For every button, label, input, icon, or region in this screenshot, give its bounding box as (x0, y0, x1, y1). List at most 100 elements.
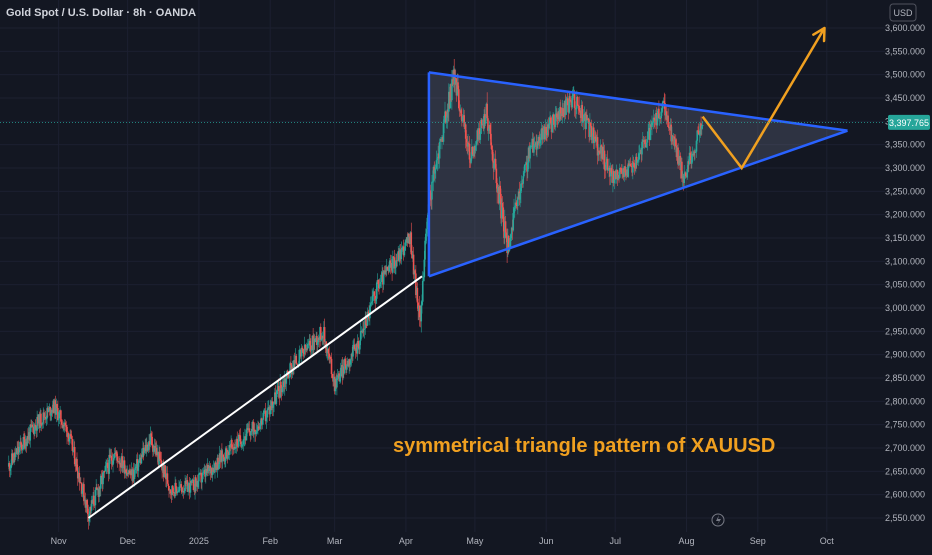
candle-body (484, 116, 487, 124)
candle-body (289, 363, 291, 377)
candle-body (152, 448, 155, 452)
candle-body (697, 130, 700, 135)
candle-body (565, 99, 567, 115)
candle-body (509, 238, 511, 248)
candle-body (490, 133, 492, 146)
candle-body (392, 256, 394, 273)
candle-body (407, 234, 409, 244)
candle-body (500, 202, 503, 219)
candle-body (514, 202, 517, 208)
candle-body (214, 462, 217, 465)
time-tick-label: May (466, 536, 484, 546)
candle-body (375, 282, 378, 299)
time-tick-label: Jun (539, 536, 554, 546)
candle-body (60, 421, 63, 425)
candle-body (410, 232, 413, 255)
candle-body (498, 185, 501, 204)
price-tick-label: 2,850.000 (885, 373, 925, 383)
candle-body (172, 491, 175, 493)
candle-body (489, 125, 492, 134)
candle-body (264, 410, 267, 422)
candle-body (425, 229, 428, 234)
candle-body (191, 480, 193, 484)
current-price-tag-bg (888, 114, 930, 130)
projection-path (701, 27, 826, 171)
candle-body (125, 469, 127, 473)
candle-body (635, 156, 638, 163)
price-tick-label: 2,750.000 (885, 420, 925, 430)
candle-body (159, 452, 161, 459)
candle-body (257, 426, 260, 429)
alert-icon[interactable] (711, 513, 725, 527)
candle-body (239, 435, 242, 442)
time-axis[interactable]: Nov Dec 2025 Feb Mar Apr May Jun Jul Aug Sep Oct (51, 536, 835, 546)
candle-body (554, 114, 557, 128)
candle-body (538, 136, 541, 144)
candle-body (404, 242, 406, 251)
time-tick-label: Mar (327, 536, 343, 546)
candle-body (138, 460, 140, 463)
candle-body (501, 202, 504, 208)
candle-body (598, 150, 600, 153)
candle-body (701, 125, 704, 127)
candle-body (307, 343, 310, 345)
candle-body (688, 152, 691, 164)
time-tick-label: Dec (120, 536, 137, 546)
candle-body (369, 303, 372, 307)
price-tick-label: 3,000.000 (885, 303, 925, 313)
candle-body (487, 128, 490, 131)
candle-body (68, 438, 71, 442)
candle-body (596, 137, 599, 156)
price-tick-label: 2,600.000 (885, 490, 925, 500)
candle-body (582, 120, 584, 122)
candle-body (634, 167, 636, 169)
candle-body (150, 433, 153, 437)
candle-body (13, 452, 15, 463)
candle-body (293, 359, 295, 370)
candle-body (177, 491, 179, 493)
candle-body (198, 473, 200, 482)
candle-body (619, 167, 621, 178)
candle-body (259, 422, 262, 430)
candle-body (649, 124, 652, 140)
price-axis[interactable]: 3,600.0003,550.0003,500.0003,450.0003,40… (885, 23, 925, 523)
candle-body (279, 381, 281, 398)
candle-body (123, 460, 126, 474)
currency-badge[interactable]: USD (889, 3, 917, 22)
candle-body (344, 359, 347, 366)
candle-body (96, 487, 98, 490)
candle-body (352, 344, 354, 357)
candle-body (458, 89, 460, 109)
candle-body (201, 479, 203, 483)
candle-body (451, 79, 454, 81)
symbol-title[interactable]: Gold Spot / U.S. Dollar · 8h · OANDA (6, 7, 196, 19)
candle-body (587, 118, 590, 121)
candle-body (521, 183, 524, 185)
candle-body (23, 437, 25, 440)
candle-body (310, 345, 312, 351)
candle-body (629, 163, 632, 166)
candle-body (86, 500, 88, 505)
candle-body (668, 127, 670, 129)
candle-body (90, 500, 93, 511)
candle-body (568, 96, 570, 113)
triangle-upper-line (428, 71, 848, 132)
candle-body (70, 434, 72, 437)
current-price-tag: 3,397.765 (888, 114, 930, 130)
candle-body (606, 158, 609, 171)
time-tick-label: Aug (678, 536, 694, 546)
candle-body (632, 162, 635, 164)
candle-body (320, 327, 322, 340)
candle-body (172, 485, 174, 492)
candle-body (548, 122, 551, 129)
candle-body (671, 135, 674, 137)
candle-body (517, 197, 519, 207)
candle-body (382, 270, 385, 285)
candle-body (140, 454, 143, 464)
candle-body (536, 141, 538, 150)
candle-body (250, 431, 252, 436)
price-tick-label: 3,550.000 (885, 46, 925, 56)
